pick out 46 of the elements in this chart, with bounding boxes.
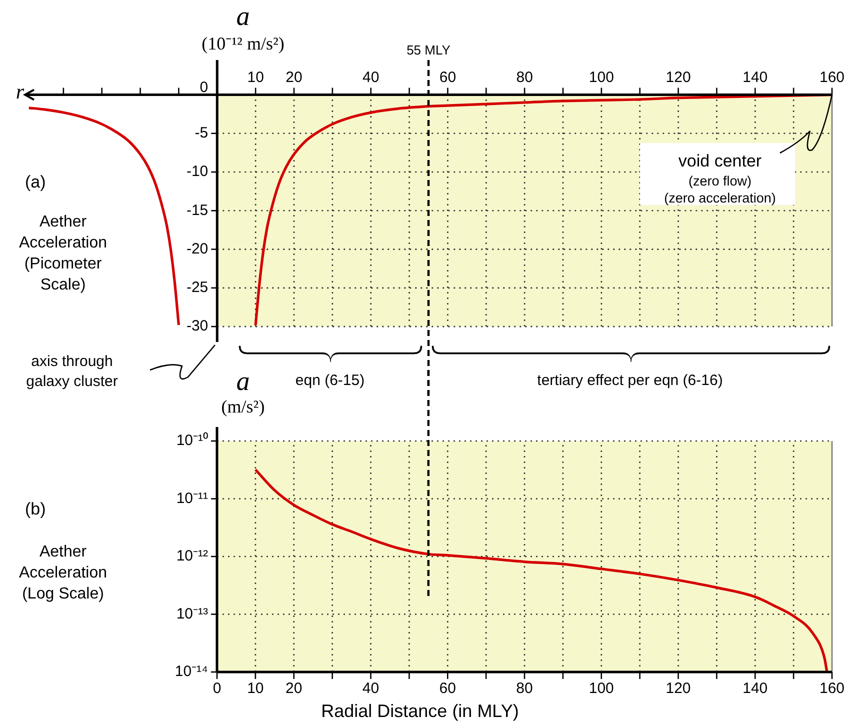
- y-tick-label: 10⁻¹³: [176, 605, 208, 622]
- annotation: (zero flow): [688, 174, 752, 189]
- x-tick-label: 120: [666, 680, 691, 698]
- y-tick-label: 10⁻¹⁴: [174, 663, 208, 680]
- x-axis-title: Radial Distance (in MLY): [321, 700, 519, 721]
- y-tick-label: -5: [194, 124, 208, 142]
- x-tick-label: 100: [588, 680, 614, 698]
- x-tick-label: 120: [666, 68, 691, 86]
- x-tick-label: 20: [286, 680, 302, 698]
- annotation: void center: [678, 152, 762, 171]
- y-axis-title: a (m/s²): [221, 366, 265, 417]
- x-tick-label: 40: [362, 680, 380, 698]
- y-tick-label: 10⁻¹²: [176, 548, 208, 565]
- text: eqn (6-15): [295, 372, 365, 390]
- y-tick-label: 10⁻¹¹: [176, 490, 208, 507]
- y-tick-label: -20: [186, 240, 208, 258]
- x-axis-title: r: [16, 79, 25, 104]
- x-tick-label: 40: [362, 68, 380, 86]
- x-tick-label: 0: [212, 680, 222, 698]
- ref-line-label: 55 MLY: [406, 42, 451, 58]
- y-tick-label: -30: [186, 318, 208, 335]
- annotation: Aether Acceleration (Picometer Scale): [18, 213, 108, 294]
- annotation: (zero acceleration): [664, 190, 776, 206]
- text: (b): [25, 500, 46, 519]
- line-series: [254, 468, 828, 674]
- x-tick-label: 100: [588, 68, 614, 86]
- x-tick-label: 60: [439, 68, 456, 86]
- x-tick-label: 80: [516, 680, 533, 698]
- y-tick-label: 10⁻¹⁰: [176, 432, 208, 450]
- x-tick-label: 140: [742, 680, 768, 698]
- text: axis through galaxy cluster: [26, 353, 118, 390]
- x-tick-label: 160: [819, 680, 845, 698]
- annotation: (a): [25, 172, 46, 192]
- y-axis-title: a (10⁻¹² m/s²): [202, 1, 284, 54]
- text: tertiary effect per eqn (6-16): [537, 372, 723, 390]
- y-tick-label: -10: [186, 163, 208, 180]
- y-tick-label: -25: [186, 279, 208, 296]
- text: Aether Acceleration (Log Scale): [18, 543, 108, 602]
- x-tick-label: 10: [247, 68, 264, 86]
- x-tick-label: 80: [516, 68, 533, 86]
- x-tick-label: 20: [286, 68, 302, 86]
- y-tick-label: -15: [186, 202, 208, 219]
- x-tick-label: 140: [742, 68, 768, 86]
- x-tick-label: 10: [247, 680, 264, 698]
- x-tick-label: 160: [819, 68, 845, 86]
- x-tick-label: 60: [439, 680, 456, 698]
